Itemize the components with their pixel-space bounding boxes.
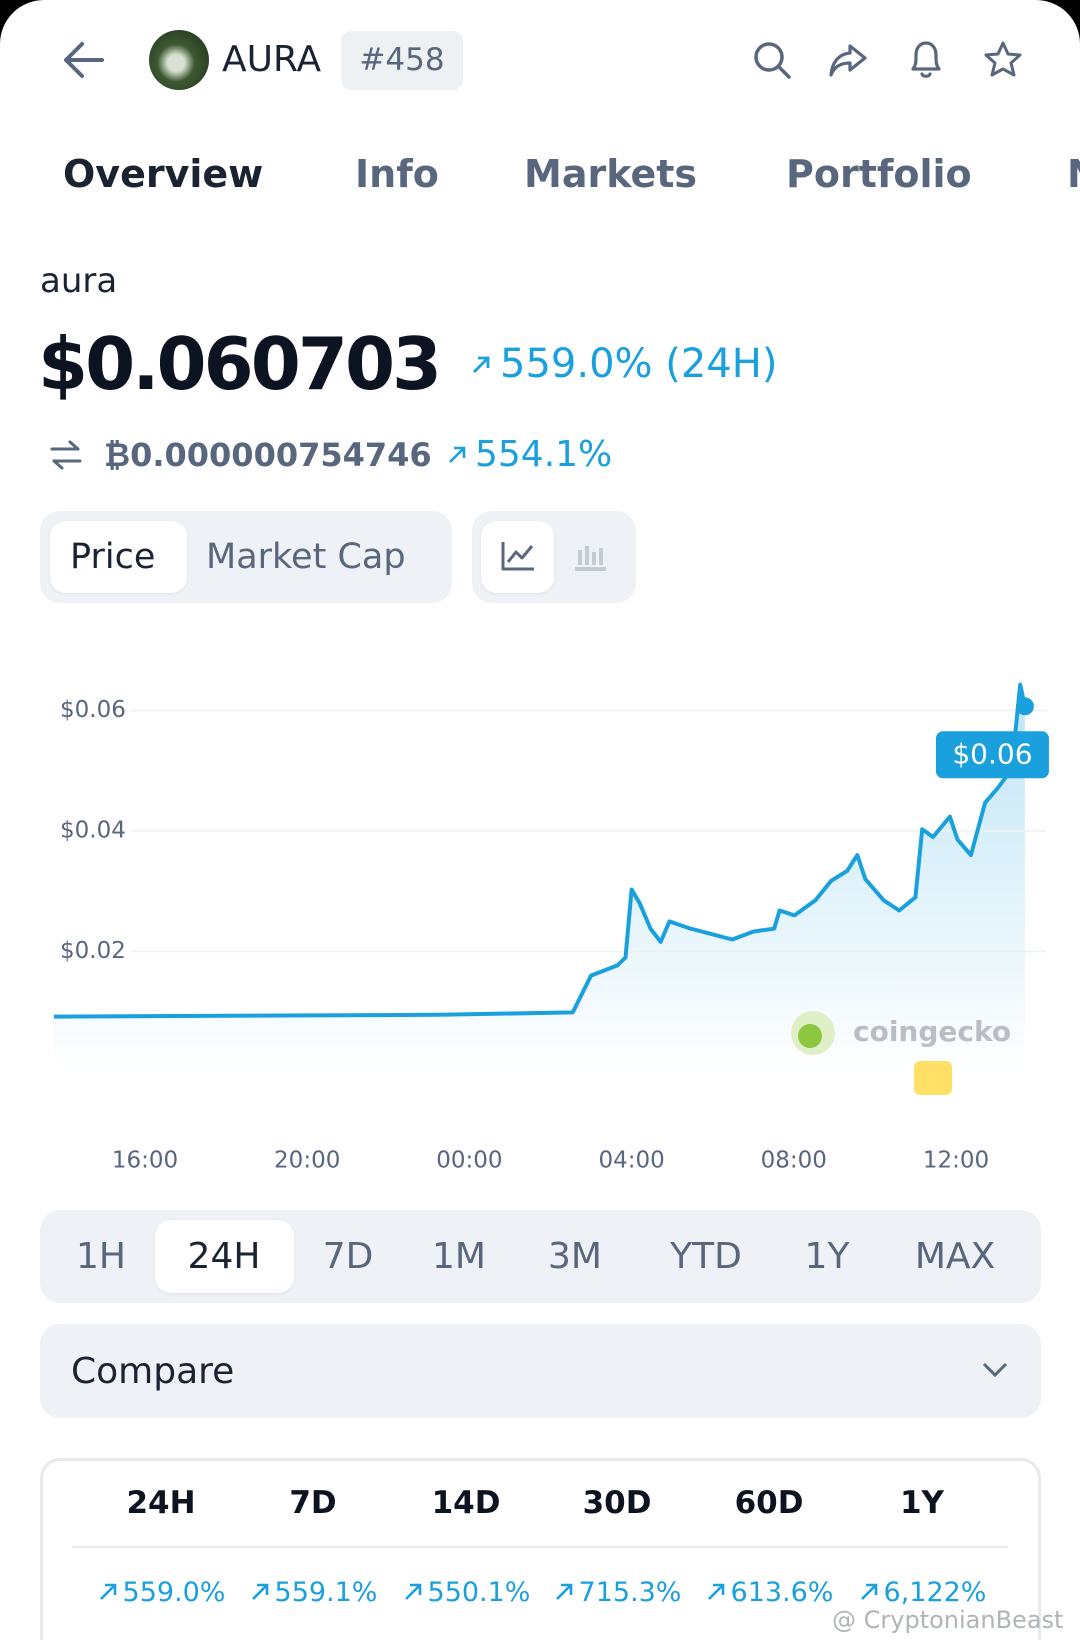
range-option[interactable]: 7D <box>322 1236 374 1277</box>
candle-chart-icon[interactable] <box>572 540 608 572</box>
back-button[interactable] <box>62 40 106 80</box>
image-watermark: @ CryptonianBeast <box>832 1606 1064 1634</box>
up-arrow <box>473 356 490 373</box>
y-tick-label: $0.02 <box>60 938 126 964</box>
y-tick-label: $0.06 <box>60 697 126 723</box>
btc-price: ₿0.000000754746 <box>104 436 432 474</box>
coin-avatar <box>149 30 209 90</box>
tab[interactable]: Info <box>355 152 439 196</box>
area <box>53 684 1025 1072</box>
change-cell: 6,122% <box>847 1572 999 1612</box>
period-header: 24H <box>126 1485 196 1521</box>
favorite-icon[interactable] <box>983 40 1023 80</box>
up-arrow <box>251 1583 268 1600</box>
change-value: 715.3% <box>578 1576 682 1608</box>
period-header: 60D <box>734 1485 804 1521</box>
x-tick-label: 04:00 <box>598 1148 664 1174</box>
compare-dropdown[interactable] <box>40 1324 1041 1418</box>
tab[interactable]: Portfolio <box>786 152 972 196</box>
compare-label[interactable]: Compare <box>71 1351 235 1392</box>
up-arrow <box>404 1583 421 1600</box>
x-tick-label: 08:00 <box>761 1148 827 1174</box>
range-option[interactable]: MAX <box>914 1236 996 1277</box>
change-value: 559.1% <box>274 1576 378 1608</box>
up-arrow <box>707 1583 724 1600</box>
toggle-option[interactable]: Price <box>70 537 156 577</box>
tab[interactable]: Overview <box>63 152 264 196</box>
price-tag <box>935 731 1049 779</box>
current-point <box>1015 697 1034 716</box>
change-cell: 715.3% <box>542 1572 694 1612</box>
change-cell: 559.0% <box>86 1572 238 1612</box>
line-chart-icon[interactable] <box>500 540 536 572</box>
change-value: 559.0% <box>122 1576 226 1608</box>
x-tick-label: 20:00 <box>274 1148 340 1174</box>
rank-badge: #458 <box>341 31 463 90</box>
up-arrow <box>99 1583 116 1600</box>
selected-pill <box>155 1220 294 1293</box>
change-value: 613.6% <box>730 1576 834 1608</box>
up-arrow <box>449 446 466 463</box>
tab[interactable]: Markets <box>524 152 698 196</box>
x-tick-label: 16:00 <box>112 1148 178 1174</box>
coin-name: aura <box>40 261 118 301</box>
change-cell: 559.1% <box>238 1572 390 1612</box>
change-cell: 613.6% <box>694 1572 846 1612</box>
change-value: 550.1% <box>427 1576 531 1608</box>
share-icon[interactable] <box>828 42 868 78</box>
x-tick-label: 12:00 <box>923 1148 989 1174</box>
range-option[interactable]: 1H <box>76 1236 126 1277</box>
price-chart: coingecko $0.02 $0.04 $0.06 16:00 20:00 00:00… <box>53 682 1049 1174</box>
price: $0.060703 <box>38 322 442 406</box>
swap-icon <box>50 440 82 470</box>
selected-pill <box>481 521 554 593</box>
price-line <box>53 682 1027 1019</box>
search-icon[interactable] <box>752 40 792 80</box>
range-option[interactable]: 3M <box>548 1236 602 1277</box>
price-tag-label: $0.06 <box>952 737 1032 770</box>
range-option[interactable]: 24H <box>187 1236 261 1277</box>
coin-ticker: AURA <box>222 39 322 80</box>
range-option[interactable]: 1Y <box>804 1236 850 1277</box>
period-header: 30D <box>582 1485 652 1521</box>
selected-pill <box>50 521 187 593</box>
performance-card <box>40 1458 1041 1640</box>
x-tick-label: 00:00 <box>436 1148 502 1174</box>
period-header: 1Y <box>899 1485 945 1521</box>
btc-change: 554.1% <box>475 434 613 475</box>
chevron-down[interactable] <box>982 1362 1008 1378</box>
range-option[interactable]: YTD <box>670 1236 742 1277</box>
badge-icon <box>914 1061 952 1095</box>
up-arrow <box>860 1583 877 1600</box>
price-change: 559.0% (24H) <box>500 341 778 387</box>
up-arrow <box>555 1583 572 1600</box>
change-value: 6,122% <box>883 1576 987 1608</box>
coingecko-logo <box>798 1024 822 1048</box>
period-header: 7D <box>289 1485 337 1521</box>
range-option[interactable]: 1M <box>432 1236 486 1277</box>
toggle-option[interactable]: Market Cap <box>206 537 406 577</box>
period-header: 14D <box>431 1485 501 1521</box>
chart-watermark: coingecko <box>853 1015 1011 1048</box>
tab[interactable]: N <box>1067 144 1080 204</box>
y-tick-label: $0.04 <box>60 818 126 844</box>
alert-icon[interactable] <box>907 38 945 80</box>
change-cell: 550.1% <box>391 1572 543 1612</box>
divider <box>72 1546 1008 1548</box>
